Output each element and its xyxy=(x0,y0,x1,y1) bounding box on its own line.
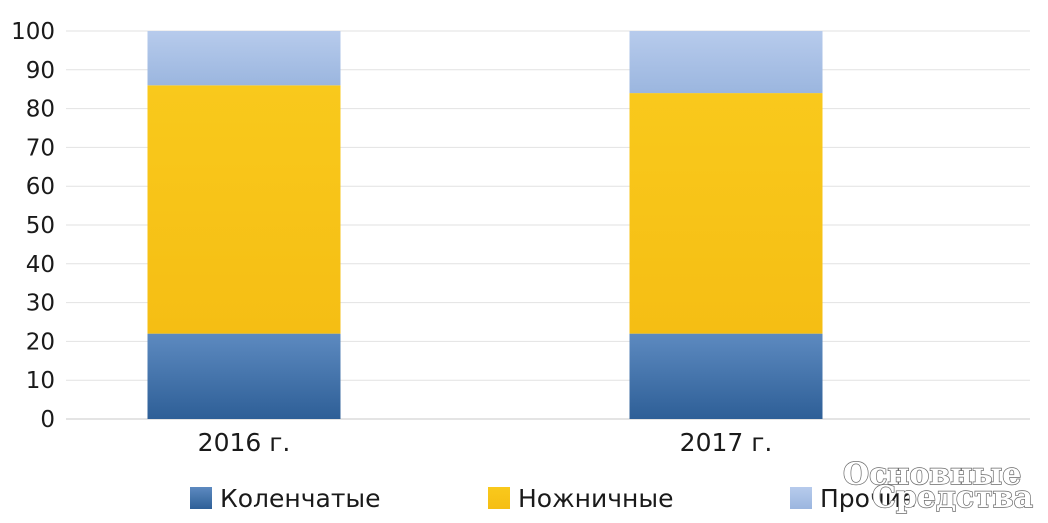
bars xyxy=(147,31,823,419)
y-tick-label: 40 xyxy=(26,252,55,278)
bar-segment xyxy=(629,333,823,419)
y-tick-label: 0 xyxy=(40,407,55,433)
x-category-label: 2016 г. xyxy=(198,428,291,457)
x-axis: 2016 г. 2017 г. xyxy=(198,428,773,457)
watermark-line-1: Основные xyxy=(843,457,1021,492)
legend-label: Прочие xyxy=(820,484,916,513)
watermark-line-2: Средства xyxy=(872,480,1033,515)
legend-swatch xyxy=(190,487,212,509)
y-tick-label: 80 xyxy=(26,97,55,123)
legend-swatch xyxy=(790,487,812,509)
bar-segment xyxy=(147,333,341,419)
watermark-logo: Основные Средства xyxy=(842,456,1033,515)
y-axis: 0 10 20 30 40 50 60 70 80 90 100 xyxy=(11,19,55,433)
bar-segment xyxy=(147,31,341,86)
y-tick-label: 30 xyxy=(26,291,55,317)
bar-segment xyxy=(147,85,341,334)
y-tick-label: 10 xyxy=(26,368,55,394)
legend-swatch xyxy=(488,487,510,509)
y-tick-label: 60 xyxy=(26,174,55,200)
bar-segment xyxy=(629,31,823,94)
legend: Коленчатые Ножничные Прочие xyxy=(190,484,916,513)
x-category-label: 2017 г. xyxy=(680,428,773,457)
legend-label: Коленчатые xyxy=(220,484,381,513)
bar-segment xyxy=(629,93,823,334)
y-tick-label: 70 xyxy=(26,135,55,161)
legend-label: Ножничные xyxy=(518,484,673,513)
y-tick-label: 50 xyxy=(26,213,55,239)
y-tick-label: 100 xyxy=(11,19,55,45)
y-tick-label: 20 xyxy=(26,329,55,355)
y-tick-label: 90 xyxy=(26,58,55,84)
